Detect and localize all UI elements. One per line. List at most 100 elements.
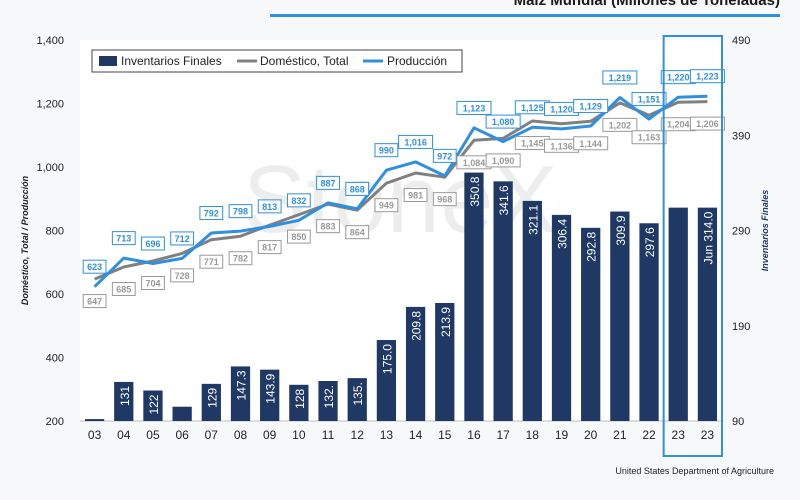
domestic-label-box xyxy=(111,282,136,297)
production-label: 623 xyxy=(87,262,102,272)
y-right-axis-title: Inventarios Finales xyxy=(760,190,770,272)
domestic-label-box xyxy=(573,136,609,151)
x-tick-label: 18 xyxy=(526,428,540,442)
bar-label: 297.6 xyxy=(643,227,657,257)
domestic-label-box xyxy=(602,117,638,132)
bar-inventarios-19 xyxy=(639,223,659,421)
domestic-label-box xyxy=(82,294,107,309)
y-left-tick-label: 600 xyxy=(46,289,64,301)
y-left-tick-label: 200 xyxy=(46,416,64,428)
production-label-box xyxy=(286,193,311,208)
production-label-box xyxy=(432,148,457,163)
bar-label: 306.4 xyxy=(556,219,570,249)
x-tick-label: 19 xyxy=(555,428,569,442)
x-tick-label: 03 xyxy=(88,428,102,442)
domestic-label-box xyxy=(286,229,311,244)
bar-inventarios-4 xyxy=(201,383,221,421)
bar-label: 131 xyxy=(118,386,132,406)
bar-label: 341.6 xyxy=(497,185,511,215)
bar-label: 292.8 xyxy=(585,232,599,262)
legend-label-domestico: Doméstico, Total xyxy=(260,54,348,68)
x-tick-label: 16 xyxy=(467,428,481,442)
y-right-tick-label: 90 xyxy=(732,416,744,428)
bar-inventarios-16 xyxy=(551,214,572,421)
bar-inventarios-2 xyxy=(143,390,163,421)
production-label-box xyxy=(170,231,195,246)
domestic-label: 1,144 xyxy=(579,139,602,149)
y-left-axis-title: Doméstico, Total / Producción xyxy=(20,175,30,305)
x-tick-label: 08 xyxy=(234,428,248,442)
domestic-label-box xyxy=(228,251,253,266)
domestic-label-box xyxy=(345,225,370,240)
production-label-box xyxy=(199,206,224,221)
production-label: 1,080 xyxy=(492,117,515,127)
title-underline xyxy=(270,14,780,17)
chart-title: Maíz Mundial (Millones de Toneladas) xyxy=(513,0,780,9)
bar-label: 147.3 xyxy=(235,370,249,400)
x-tick-label: 23 xyxy=(672,428,686,442)
bar-label: Jun 314.0 xyxy=(701,211,715,264)
y-left-tick-label: 1,000 xyxy=(36,162,64,174)
domestic-label: 1,084 xyxy=(463,158,486,168)
domestic-label: 782 xyxy=(233,254,248,264)
production-label: 972 xyxy=(437,151,452,161)
x-tick-label: 06 xyxy=(175,428,189,442)
production-label-box xyxy=(456,100,492,115)
domestic-label: 1,145 xyxy=(521,138,544,148)
production-label: 1,151 xyxy=(638,95,661,105)
y-right-tick-label: 490 xyxy=(732,35,750,47)
domestic-label: 968 xyxy=(437,195,452,205)
bar-inventarios-15 xyxy=(522,200,542,421)
domestic-label: 883 xyxy=(321,222,336,232)
bar-inventarios-6 xyxy=(260,369,280,421)
x-tick-label: 14 xyxy=(409,428,423,442)
legend-label-inventarios: Inventarios Finales xyxy=(121,54,222,68)
production-label-box xyxy=(345,181,370,196)
bar-inventarios-3 xyxy=(172,406,192,421)
domestic-label: 685 xyxy=(116,285,131,295)
production-label-box xyxy=(141,236,165,251)
bar-inventarios-14 xyxy=(493,181,513,421)
domestic-label-box xyxy=(403,188,428,203)
domestic-label-box xyxy=(485,153,521,168)
production-label: 798 xyxy=(233,207,248,217)
production-label: 887 xyxy=(321,178,336,188)
domestic-label: 1,206 xyxy=(696,119,719,129)
y-right-tick-label: 290 xyxy=(732,226,750,238)
x-tick-label: 17 xyxy=(496,428,510,442)
legend-swatch-inventarios xyxy=(99,56,117,66)
domestic-label: 817 xyxy=(262,243,277,253)
production-label-box xyxy=(485,114,521,129)
bar-label: 309.9 xyxy=(614,215,628,245)
bar-inventarios-5 xyxy=(230,366,251,421)
domestic-label-box xyxy=(316,219,340,234)
bar-inventarios-17 xyxy=(581,227,601,421)
domestic-label: 981 xyxy=(408,191,423,201)
production-label: 1,220 xyxy=(667,73,690,83)
domestic-label: 1,090 xyxy=(492,156,515,166)
production-label-box xyxy=(602,70,638,85)
legend: Inventarios Finales Doméstico, Total Produ… xyxy=(91,49,463,73)
bar-inventarios-0 xyxy=(84,419,105,421)
production-label-box xyxy=(111,231,136,246)
production-label: 1,123 xyxy=(463,103,486,113)
production-label: 1,219 xyxy=(609,73,632,83)
bar-inventarios-12 xyxy=(435,302,455,421)
bar-inventarios-7 xyxy=(289,384,309,421)
bar-inventarios-11 xyxy=(405,306,426,421)
bar-label: 135. xyxy=(351,382,365,405)
x-tick-label: 20 xyxy=(584,428,598,442)
production-label: 1,129 xyxy=(579,102,602,112)
x-tick-label: 09 xyxy=(263,428,277,442)
bar-label: 143.9 xyxy=(264,373,278,403)
domestic-label-box xyxy=(689,116,725,131)
highlight-box xyxy=(662,35,723,457)
production-label-box xyxy=(82,259,107,274)
production-label: 990 xyxy=(379,146,394,156)
bar-label: 132. xyxy=(322,385,336,408)
x-tick-label: 15 xyxy=(438,428,452,442)
bar-inventarios-9 xyxy=(347,378,367,421)
production-label: 1,120 xyxy=(550,104,573,114)
